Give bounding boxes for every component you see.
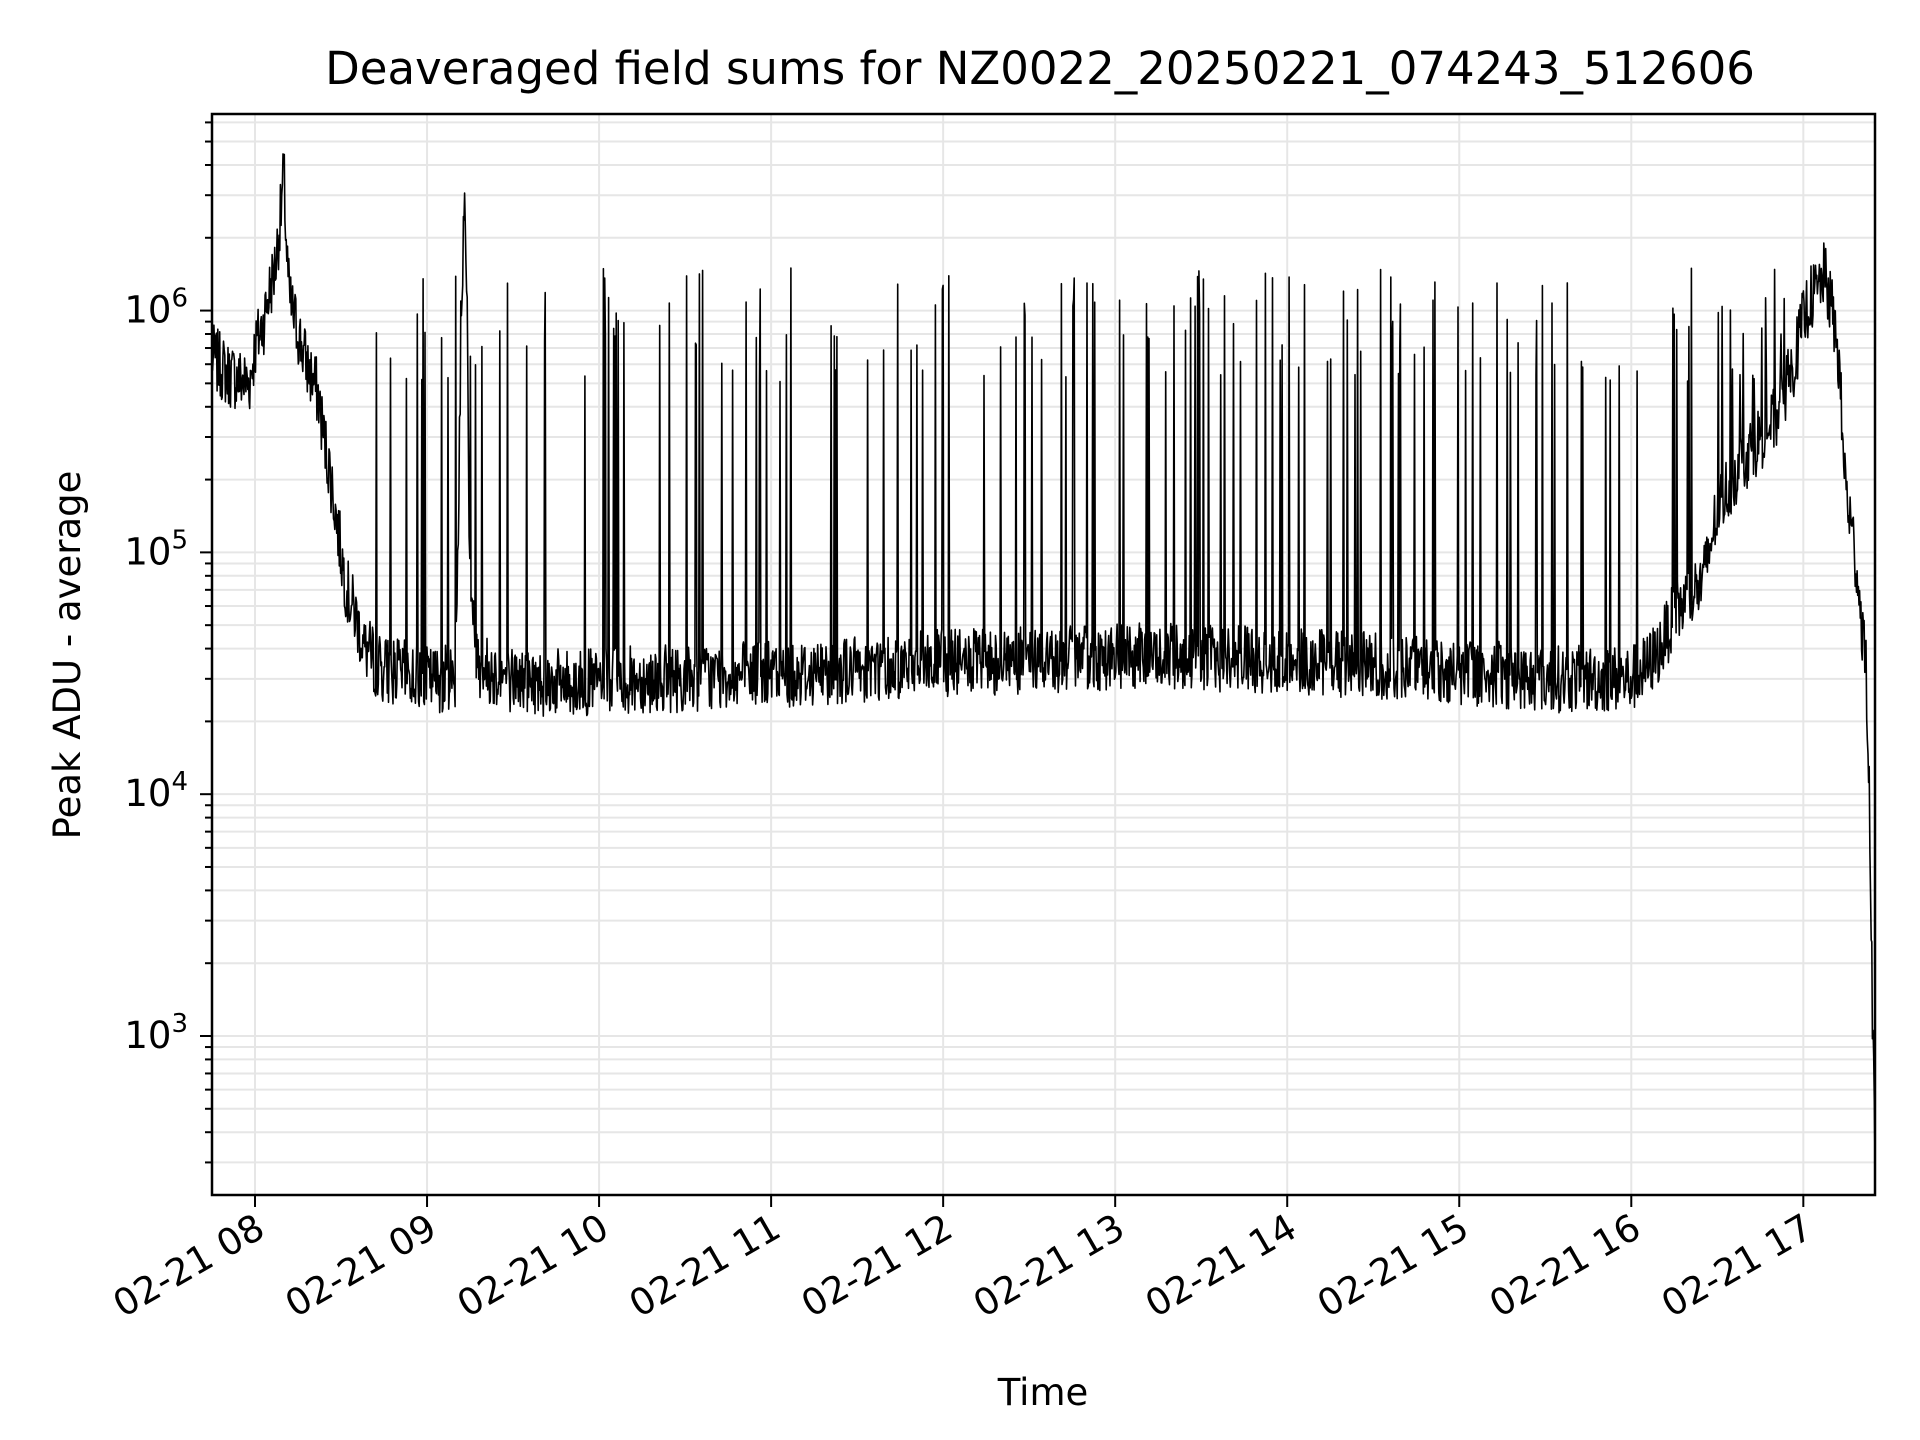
y-tick-label-exponent: 6	[171, 284, 188, 314]
data-series-line	[211, 153, 1876, 1161]
grid	[212, 114, 1875, 1195]
plot-background	[212, 114, 1875, 1195]
x-axis-label: Time	[997, 1371, 1089, 1414]
data-layer	[211, 153, 1876, 1161]
y-tick-label: 103	[124, 1009, 188, 1057]
y-tick-label: 106	[124, 284, 188, 332]
y-tick-label-exponent: 3	[171, 1009, 188, 1039]
plot-area	[210, 112, 1877, 1197]
y-tick-label: 104	[124, 767, 188, 815]
chart-title: Deaveraged field sums for NZ0022_2025022…	[325, 42, 1755, 95]
y-axis-label: Peak ADU - average	[46, 471, 89, 840]
y-tick-label: 105	[124, 525, 188, 573]
y-tick-label-base: 10	[124, 772, 171, 815]
y-tick-label-exponent: 4	[171, 767, 188, 797]
y-tick-label-base: 10	[124, 1014, 171, 1057]
plot-frame	[210, 112, 1877, 1197]
y-tick-label-base: 10	[124, 530, 171, 573]
y-tick-label-base: 10	[124, 289, 171, 332]
y-tick-label-exponent: 5	[171, 525, 188, 555]
